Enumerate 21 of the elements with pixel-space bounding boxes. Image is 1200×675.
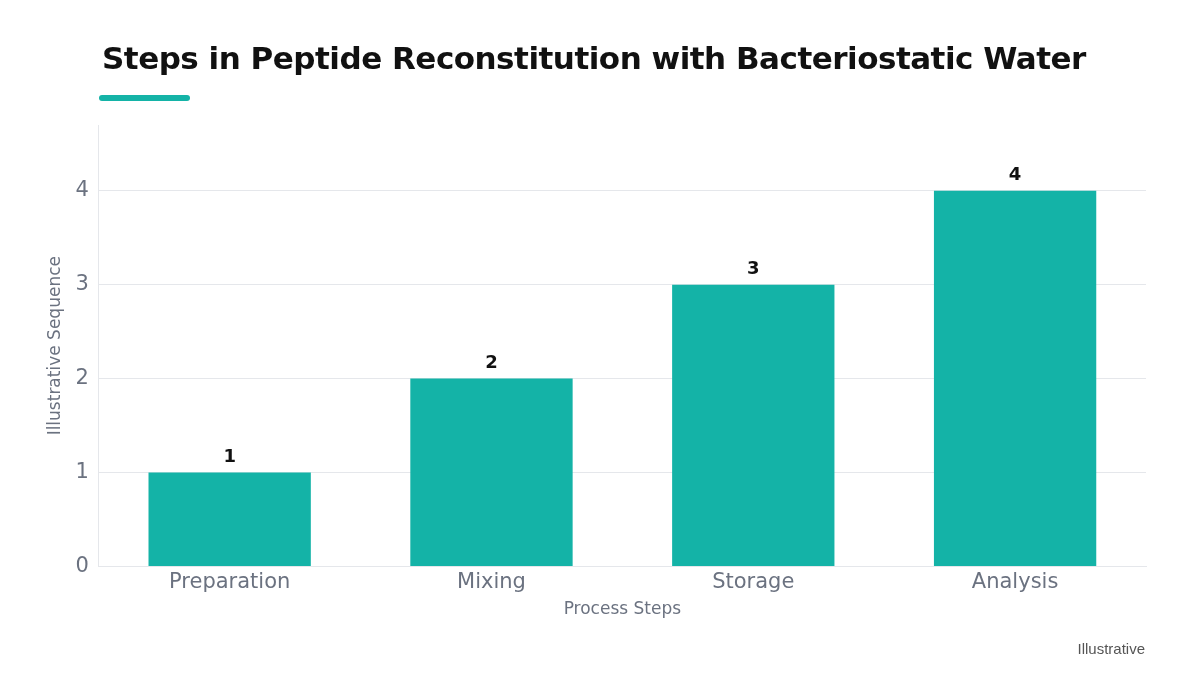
data-label: 3: [747, 257, 760, 279]
y-tick-label: 4: [75, 177, 89, 202]
data-label: 2: [485, 351, 498, 373]
bar: [933, 190, 1097, 566]
chart-title: Steps in Peptide Reconstitution with Bacteriostatic Water: [102, 40, 1086, 76]
y-tick-label: 1: [75, 458, 89, 483]
y-axis-title: Illustrative Sequence: [43, 256, 64, 436]
x-tick-label: Analysis: [971, 569, 1059, 594]
x-tick-label: Mixing: [457, 569, 526, 594]
x-axis-title: Process Steps: [563, 598, 682, 619]
bar: [410, 378, 573, 566]
bar: [672, 284, 835, 566]
x-tick-label: Storage: [712, 569, 795, 594]
y-tick-label: 3: [75, 271, 89, 296]
x-tick-label: Preparation: [169, 569, 291, 594]
text: Illustrative: [1077, 640, 1145, 657]
y-tick-label: 2: [75, 365, 89, 390]
data-label: 1: [223, 445, 236, 467]
y-tick-label: 0: [75, 552, 89, 577]
bar: [148, 472, 311, 566]
data-label: 4: [1008, 163, 1022, 185]
